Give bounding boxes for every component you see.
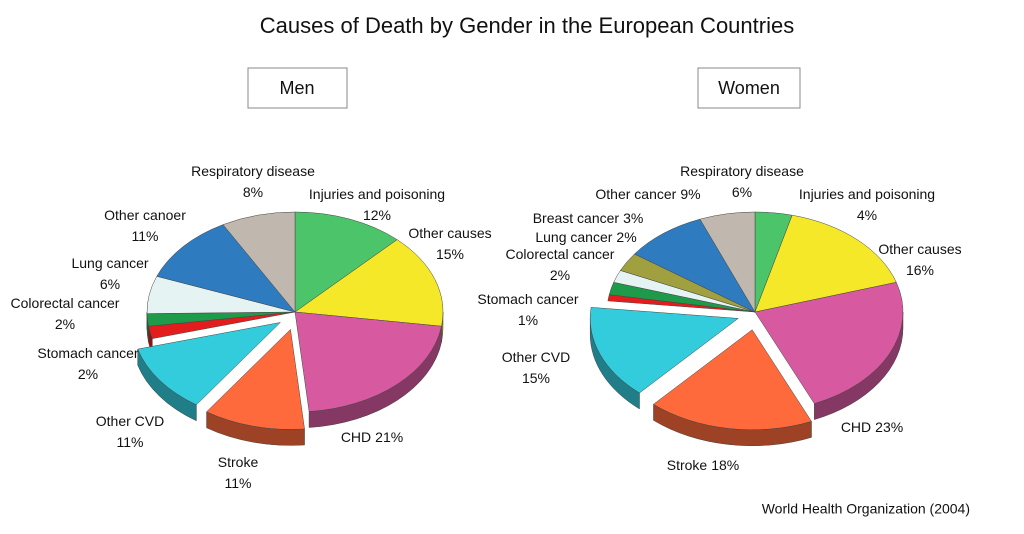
men-box xyxy=(247,67,348,109)
slice-name: Breast cancer xyxy=(533,210,620,226)
slice-value: 21% xyxy=(375,429,403,445)
slice xyxy=(699,211,756,313)
slice-name: Other cancer xyxy=(595,186,676,202)
slice-value: 16% xyxy=(906,262,934,278)
slice-label: Other cancer 9% xyxy=(595,186,700,202)
slice-value: 2% xyxy=(78,366,98,382)
slice-value: 4% xyxy=(857,207,877,223)
slice-name: Injuries and poisoning xyxy=(799,186,935,202)
slice-name: Stomach cancer xyxy=(37,345,138,361)
slice-name: Colorectal cancer xyxy=(11,295,120,311)
slice-name: Other causes xyxy=(878,241,961,257)
slice-value: 3% xyxy=(623,210,643,226)
slice-label: Injuries and poisoning 12% xyxy=(309,186,445,223)
slice xyxy=(653,329,812,431)
slice-label: Stomach cancer 2% xyxy=(37,345,138,382)
slice-name: Respiratory disease xyxy=(680,163,804,179)
slice-name: Injuries and poisoning xyxy=(309,186,445,202)
slice-label: Lung cancer 2% xyxy=(535,229,636,245)
slice-label: Other causes 15% xyxy=(408,225,491,262)
slice-label: Respiratory disease 8% xyxy=(191,163,315,200)
women-box xyxy=(697,67,801,109)
slice xyxy=(589,307,739,394)
slice-value: 2% xyxy=(616,229,636,245)
slice-name: Other CVD xyxy=(96,413,164,429)
slice-name: Other CVD xyxy=(502,349,570,365)
slice-value: 12% xyxy=(363,207,391,223)
slice-label: Other CVD 11% xyxy=(96,413,164,450)
source: World Health Organization (2004) xyxy=(762,501,970,517)
slice-name: Respiratory disease xyxy=(191,163,315,179)
slice-label: Respiratory disease 6% xyxy=(680,163,804,200)
slice-value: 15% xyxy=(436,246,464,262)
slice xyxy=(754,214,897,313)
slice-value: 2% xyxy=(55,316,75,332)
slice-value: 18% xyxy=(711,457,739,473)
slice-value: 11% xyxy=(132,228,159,244)
slice xyxy=(754,282,904,404)
slice-label: Colorectal cancer 2% xyxy=(506,246,615,283)
slice-value: 9% xyxy=(680,186,700,202)
slice-label: Other canoer 11% xyxy=(104,207,186,244)
slice-value: 15% xyxy=(522,370,550,386)
slice-name: Stroke xyxy=(218,454,259,470)
slice-label: Breast cancer 3% xyxy=(533,210,644,226)
slice-value: 8% xyxy=(243,184,263,200)
slice-label: Colorectal cancer 2% xyxy=(11,295,120,332)
pie-title: Men xyxy=(279,78,314,98)
slice-name: Other causes xyxy=(408,225,491,241)
chart-title: Causes of Death by Gender in the Europea… xyxy=(260,13,794,38)
slice-value: 11% xyxy=(225,475,252,491)
slice-value: 6% xyxy=(732,184,752,200)
slice xyxy=(634,218,756,313)
slice-value: 23% xyxy=(875,419,903,435)
slice-value: 11% xyxy=(117,434,144,450)
slice-label: Other causes 16% xyxy=(878,241,961,278)
pie-title: Women xyxy=(718,78,780,98)
slice-label: Stroke 18% xyxy=(667,457,740,473)
slice-value: 6% xyxy=(100,276,120,292)
slice xyxy=(137,322,282,406)
slice-label: CHD 21% xyxy=(341,429,403,445)
slice-name: CHD xyxy=(341,429,371,445)
slice xyxy=(294,211,398,313)
slice-name: Colorectal cancer xyxy=(506,246,615,262)
slice-value: 1% xyxy=(518,312,538,328)
slice-name: Lung cancer xyxy=(71,255,148,271)
slice-name: Lung cancer xyxy=(535,229,612,245)
slice-value: 2% xyxy=(550,267,570,283)
slice-label: Other CVD 15% xyxy=(502,349,570,386)
slice-label: Stomach cancer 1% xyxy=(477,291,578,328)
slice xyxy=(222,211,296,313)
slice-label: Injuries and poisoning 4% xyxy=(799,186,935,223)
slice-label: CHD 23% xyxy=(841,419,903,435)
slice xyxy=(294,311,442,412)
slice-label: Lung cancer 6% xyxy=(71,255,148,292)
slice xyxy=(206,328,305,430)
slice-name: Stroke xyxy=(667,457,708,473)
slice-name: CHD xyxy=(841,419,871,435)
slice xyxy=(294,239,444,327)
slice-name: Stomach cancer xyxy=(477,291,578,307)
slice-name: Other canoer xyxy=(104,207,186,223)
slice-label: Stroke 11% xyxy=(218,454,259,491)
slice xyxy=(156,224,296,313)
